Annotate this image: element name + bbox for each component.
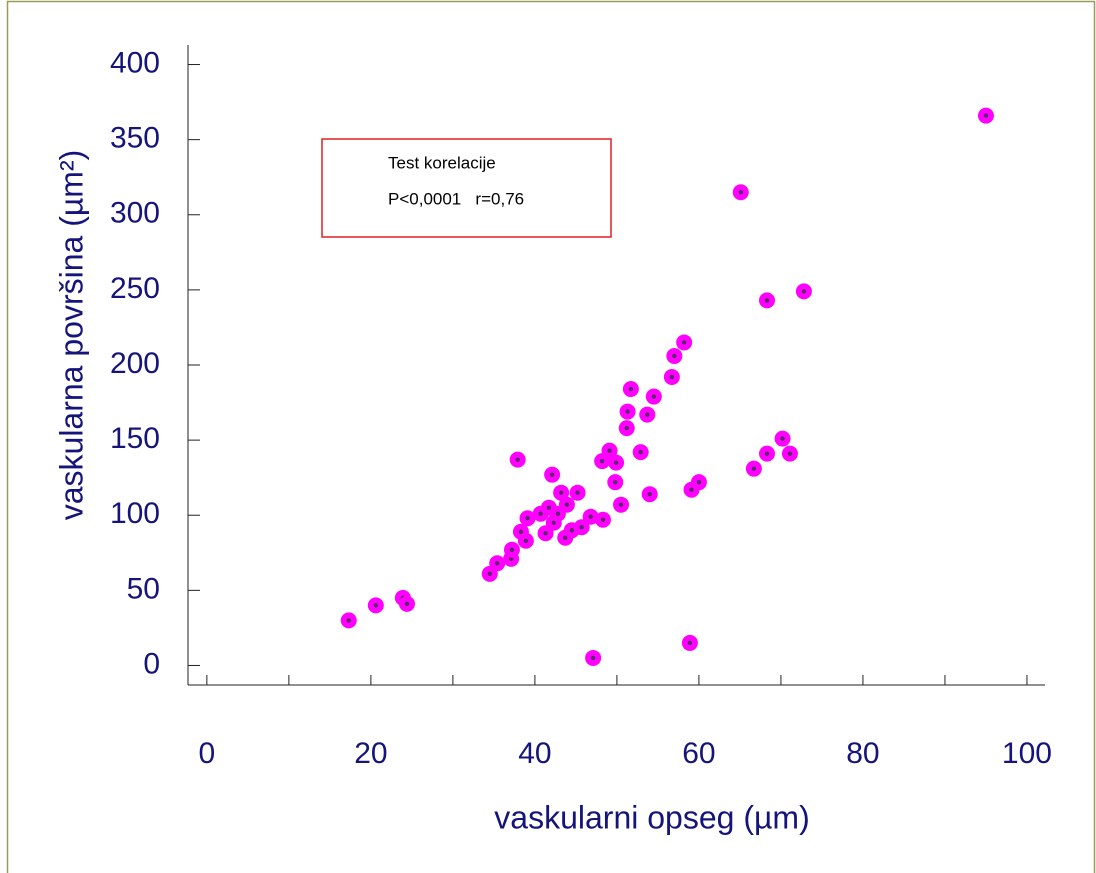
point-center	[543, 531, 548, 536]
point-center	[346, 618, 351, 623]
point-center	[523, 538, 529, 543]
x-tick-label: 0	[199, 737, 216, 770]
point-center	[558, 490, 564, 495]
point-center	[983, 113, 989, 118]
x-axis-label: vaskularni opseg (µm)	[494, 799, 809, 835]
point-center	[638, 449, 643, 455]
point-center	[515, 457, 520, 462]
annotation-box	[321, 138, 612, 238]
point-center	[689, 487, 694, 492]
point-center	[625, 409, 630, 414]
point-center	[563, 535, 568, 540]
point-center	[651, 394, 657, 399]
point-center	[588, 514, 593, 519]
point-center	[645, 412, 650, 417]
x-tick-label: 100	[1002, 737, 1052, 770]
point-center	[681, 340, 687, 345]
y-tick-label: 250	[110, 272, 160, 305]
point-center	[509, 547, 515, 552]
point-center	[546, 505, 552, 510]
point-center	[551, 520, 556, 525]
point-center	[787, 451, 793, 456]
point-center	[738, 190, 743, 195]
point-center	[613, 479, 618, 485]
point-center	[628, 386, 634, 392]
x-tick-label: 80	[846, 737, 879, 770]
point-center	[624, 425, 629, 431]
x-tick-label: 40	[518, 737, 551, 770]
point-center	[575, 490, 580, 495]
point-center	[613, 460, 619, 465]
point-center	[801, 289, 807, 294]
point-center	[599, 458, 605, 464]
point-center	[494, 561, 500, 566]
x-tick-label: 20	[354, 737, 387, 770]
point-center	[618, 502, 624, 507]
point-center	[607, 448, 612, 453]
y-axis-label: vaskularna površina (µm²)	[53, 150, 89, 521]
y-tick-label: 200	[110, 347, 160, 380]
point-center	[764, 298, 770, 303]
x-tick-label: 60	[682, 737, 715, 770]
point-center	[764, 451, 770, 456]
annotation: Test korelacije	[388, 153, 496, 172]
point-center	[696, 479, 702, 485]
frame	[6, 0, 1096, 873]
point-center	[518, 529, 524, 534]
point-center	[751, 466, 757, 471]
y-tick-label: 350	[110, 122, 160, 155]
point-center	[549, 472, 555, 477]
point-center	[669, 374, 675, 380]
y-tick-label: 0	[143, 647, 160, 680]
point-center	[780, 436, 785, 441]
y-tick-label: 50	[127, 572, 160, 605]
point-center	[569, 528, 575, 533]
point-center	[600, 517, 606, 522]
point-center	[373, 603, 379, 608]
point-center	[687, 640, 693, 646]
y-tick-label: 400	[110, 46, 160, 79]
y-tick-label: 300	[110, 197, 160, 230]
point-center	[555, 511, 561, 516]
point-center	[525, 516, 530, 521]
point-center	[564, 502, 570, 507]
annotation: P<0,0001 r=0,76	[388, 189, 524, 208]
point-center	[672, 353, 677, 359]
point-center	[487, 571, 492, 577]
point-center	[590, 655, 596, 661]
point-center	[579, 525, 584, 530]
y-tick-label: 150	[110, 422, 160, 455]
point-center	[647, 492, 652, 497]
point-center	[538, 511, 543, 516]
y-tick-label: 100	[110, 497, 160, 530]
point-center	[404, 601, 410, 607]
